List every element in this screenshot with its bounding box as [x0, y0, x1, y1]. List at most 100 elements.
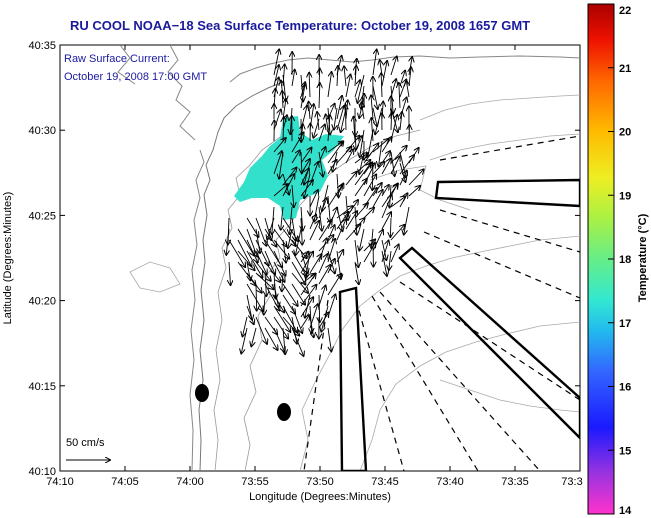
current-vector [309, 190, 318, 208]
x-tick-label: 73:3 [561, 476, 582, 488]
current-vector [242, 316, 248, 336]
station-marker [195, 384, 209, 402]
current-vector [381, 137, 392, 153]
current-vector [318, 198, 327, 219]
current-vector [318, 151, 323, 176]
current-vector [381, 61, 387, 87]
current-vector [273, 239, 289, 259]
current-vector [354, 179, 367, 197]
current-vector [246, 250, 262, 277]
current-vector [300, 250, 308, 273]
current-vector [327, 160, 337, 175]
y-axis-label: Latitude (Degrees:Minutes) [2, 192, 14, 325]
current-vector [381, 212, 391, 230]
x-axis-label: Longitude (Degrees:Minutes) [249, 491, 391, 503]
current-vector [273, 151, 282, 175]
current-vector [371, 118, 373, 142]
current-vector [390, 56, 397, 76]
current-vector [300, 252, 308, 263]
current-vector [291, 261, 305, 284]
current-vector [309, 254, 322, 274]
current-vector [381, 159, 391, 175]
colorbar-tick-label: 22 [619, 5, 631, 17]
current-vector [390, 146, 407, 164]
y-tick-label: 40:15 [28, 381, 56, 393]
current-vector [354, 261, 359, 284]
current-vector [255, 261, 271, 281]
current-vector [251, 327, 257, 346]
current-vector [357, 74, 365, 103]
x-tick-label: 73:40 [436, 476, 464, 488]
current-vector [354, 136, 362, 153]
coastline-inner [189, 149, 205, 471]
y-tick-label: 40:35 [28, 40, 56, 52]
colorbar-tick-label: 21 [619, 63, 631, 75]
current-vector [282, 305, 297, 332]
current-vector [256, 283, 257, 310]
colorbar-tick-label: 15 [619, 445, 631, 457]
chart-title: RU COOL NOAA−18 Sea Surface Temperature:… [70, 18, 530, 33]
current-vector [283, 239, 286, 262]
current-vector [319, 83, 320, 109]
current-vector [273, 228, 287, 246]
current-vector [255, 228, 260, 253]
current-vector [237, 250, 255, 270]
current-vector [372, 162, 385, 175]
current-vector [336, 219, 346, 241]
current-vector [246, 272, 262, 293]
current-vector [355, 66, 356, 87]
current-vector [327, 185, 342, 208]
current-vector [309, 316, 314, 337]
current-vector [363, 208, 374, 219]
x-tick-label: 74:00 [176, 476, 204, 488]
current-vector [237, 239, 251, 266]
x-tick-label: 74:05 [111, 476, 139, 488]
current-vector [281, 206, 283, 230]
current-vector [295, 228, 302, 255]
current-vector [319, 206, 322, 231]
current-vector [300, 274, 316, 296]
current-vector [282, 316, 299, 335]
current-vector [274, 272, 276, 299]
current-vector [354, 163, 371, 186]
current-vector [317, 112, 319, 131]
current-vectors [226, 49, 423, 355]
current-vector [273, 110, 281, 131]
current-vector [390, 225, 404, 241]
station-marker [277, 403, 291, 421]
current-vector [327, 72, 332, 98]
colorbar-tick-label: 14 [619, 505, 632, 517]
current-vector [283, 327, 285, 354]
current-vector [327, 141, 343, 164]
current-vector [273, 250, 285, 276]
current-vector [241, 327, 248, 353]
colorbar-tick-label: 17 [619, 318, 631, 330]
current-vector [246, 294, 252, 320]
bathymetry-contour [129, 261, 181, 293]
radar-beam-outlines [338, 178, 580, 471]
current-vector [391, 113, 392, 131]
current-vector [328, 115, 330, 142]
current-vector [345, 224, 360, 241]
current-vector [309, 215, 316, 230]
current-vector [273, 305, 290, 332]
current-vector [273, 138, 286, 153]
current-vector [301, 206, 303, 230]
colorbar-label: Temperature (°C) [637, 213, 649, 302]
colorbar-ticks: 22 21 20 19 18 17 16 15 14 [608, 3, 632, 517]
current-vector [282, 283, 298, 306]
current-vector [334, 107, 337, 129]
colorbar-tick-label: 20 [619, 127, 631, 139]
current-vector [246, 239, 258, 262]
current-vector [381, 250, 387, 276]
current-vector [336, 96, 342, 120]
current-vector [318, 265, 330, 285]
current-vector [292, 70, 295, 87]
current-vector [389, 250, 391, 270]
current-vector [228, 239, 245, 267]
current-vector [326, 114, 328, 131]
current-vector [318, 220, 332, 241]
current-vector [344, 66, 346, 87]
current-vector [264, 228, 276, 246]
bathymetry-contour [243, 129, 421, 471]
